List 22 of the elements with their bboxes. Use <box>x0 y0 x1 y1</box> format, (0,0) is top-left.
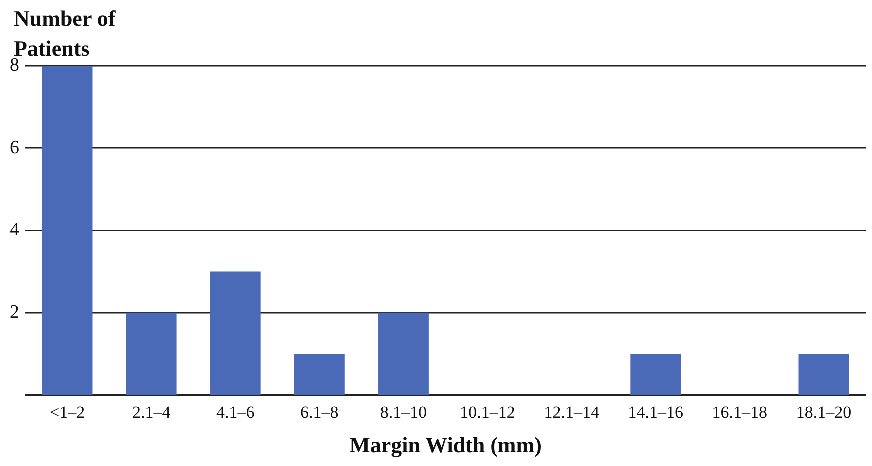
y-tick-label: 6 <box>10 137 20 158</box>
x-tick-label: 18.1–20 <box>796 402 852 422</box>
bar <box>210 272 261 396</box>
y-tick-label: 2 <box>10 302 20 323</box>
x-tick-label: 4.1–6 <box>216 402 255 422</box>
x-tick-label: 6.1–8 <box>300 402 339 422</box>
x-tick-label: 16.1–18 <box>712 402 768 422</box>
y-tick-label: 8 <box>10 54 20 76</box>
x-tick-label: 2.1–4 <box>132 402 172 422</box>
x-tick-label: <1–2 <box>50 402 86 422</box>
bar <box>126 312 177 396</box>
bar <box>798 354 850 396</box>
y-tick-label: 4 <box>10 220 20 241</box>
x-tick-label: 8.1–10 <box>380 402 428 422</box>
x-tick-label: 14.1–16 <box>628 402 684 422</box>
bar <box>42 66 93 396</box>
bar <box>630 354 682 396</box>
bar <box>378 312 429 396</box>
x-tick-label: 12.1–14 <box>544 402 600 422</box>
x-axis-title: Margin Width (mm) <box>350 432 542 458</box>
x-tick-label: 10.1–12 <box>460 402 516 422</box>
bar <box>294 354 345 396</box>
